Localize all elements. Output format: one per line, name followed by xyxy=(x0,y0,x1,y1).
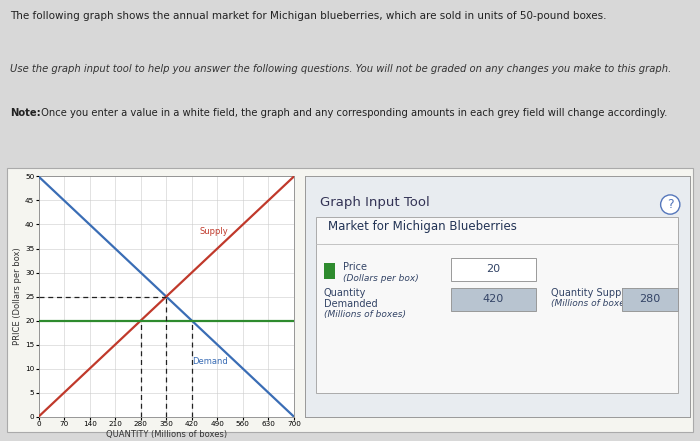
Text: Quantity: Quantity xyxy=(323,288,366,298)
Text: Price: Price xyxy=(343,262,367,272)
FancyBboxPatch shape xyxy=(451,288,536,311)
Text: (Millions of boxes): (Millions of boxes) xyxy=(551,299,633,308)
Text: 280: 280 xyxy=(640,294,661,304)
Text: Demanded: Demanded xyxy=(323,299,377,309)
Text: Use the graph input tool to help you answer the following questions. You will no: Use the graph input tool to help you ans… xyxy=(10,64,672,74)
Text: Note:: Note: xyxy=(10,108,41,118)
Text: Demand: Demand xyxy=(192,357,228,366)
Text: Market for Michigan Blueberries: Market for Michigan Blueberries xyxy=(328,220,517,233)
Text: (Millions of boxes): (Millions of boxes) xyxy=(323,310,406,319)
FancyBboxPatch shape xyxy=(316,217,678,392)
Y-axis label: PRICE (Dollars per box): PRICE (Dollars per box) xyxy=(13,248,22,345)
Text: ?: ? xyxy=(667,198,673,211)
Text: The following graph shows the annual market for Michigan blueberries, which are : The following graph shows the annual mar… xyxy=(10,11,607,21)
Text: Graph Input Tool: Graph Input Tool xyxy=(320,196,430,209)
Text: 20: 20 xyxy=(486,264,500,274)
Text: Quantity Supplied: Quantity Supplied xyxy=(551,288,639,298)
Text: 420: 420 xyxy=(482,294,504,304)
FancyBboxPatch shape xyxy=(622,288,678,311)
FancyBboxPatch shape xyxy=(323,263,335,279)
FancyBboxPatch shape xyxy=(451,258,536,281)
Text: (Dollars per box): (Dollars per box) xyxy=(343,274,419,283)
X-axis label: QUANTITY (Millions of boxes): QUANTITY (Millions of boxes) xyxy=(106,430,227,439)
Text: Once you enter a value in a white field, the graph and any corresponding amounts: Once you enter a value in a white field,… xyxy=(38,108,668,118)
Text: Supply: Supply xyxy=(199,227,228,236)
